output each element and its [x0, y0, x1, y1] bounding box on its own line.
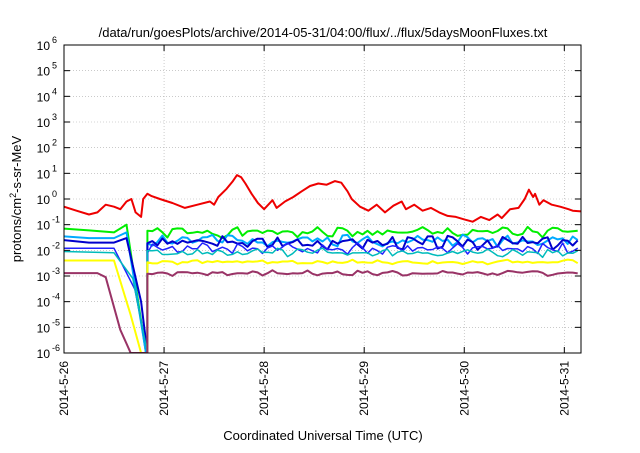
x-tick-label: 2014-5-26: [57, 361, 71, 416]
chart-title: /data/run/goesPlots/archive/2014-05-31/0…: [99, 25, 548, 40]
series-line-1: [64, 223, 578, 353]
data-series: [64, 174, 581, 353]
y-axis-label-main: protons/cm: [9, 198, 24, 262]
y-axis-label-sup: 2: [8, 193, 18, 198]
y-tick-label: 10 6: [37, 35, 57, 53]
y-axis-ticks: 10 -6 10 -5 10 -4 10 -3 10 -2 10 -1 10 0 10 1 10 2 10 3 10 4 1…: [37, 35, 581, 361]
y-tick-label: 10 -5: [37, 317, 60, 335]
x-tick-label: 2014-5-30: [457, 361, 471, 416]
y-tick-label: 10 -1: [37, 215, 60, 233]
x-tick-label: 2014-5-29: [357, 361, 371, 416]
y-tick-label: 10 -6: [37, 343, 60, 361]
y-tick-label: 10 -2: [37, 240, 60, 258]
x-tick-label: 2014-5-28: [257, 361, 271, 416]
y-axis-label-rest: -s-sr-MeV: [9, 135, 24, 192]
series-line-4: [64, 242, 579, 353]
y-tick-label: 10 -3: [37, 266, 60, 284]
y-tick-label: 10 4: [37, 86, 57, 104]
x-axis-ticks: 2014-5-26 2014-5-27 2014-5-28 2014-5-29 2014…: [57, 45, 571, 416]
x-tick-label: 2014-5-31: [557, 361, 571, 416]
y-tick-label: 10 -4: [37, 292, 60, 310]
series-line-2: [64, 231, 579, 353]
x-axis-label: Coordinated Universal Time (UTC): [223, 428, 422, 443]
y-tick-label: 10 5: [37, 61, 57, 79]
x-tick-label: 2014-5-27: [157, 361, 171, 416]
series-line-7: [64, 269, 578, 353]
y-tick-label: 10 3: [37, 112, 57, 130]
y-tick-label: 10 2: [37, 138, 57, 156]
series-line-8: [64, 174, 581, 223]
series-line-3: [64, 234, 579, 353]
grid-lines: [63, 45, 581, 353]
y-tick-label: 10 0: [37, 189, 57, 207]
series-line-6: [64, 258, 579, 353]
series-line-5: [64, 247, 579, 353]
y-axis-label: protons/cm2-s-sr-MeV: [8, 135, 24, 262]
y-tick-label: 10 1: [37, 163, 57, 181]
